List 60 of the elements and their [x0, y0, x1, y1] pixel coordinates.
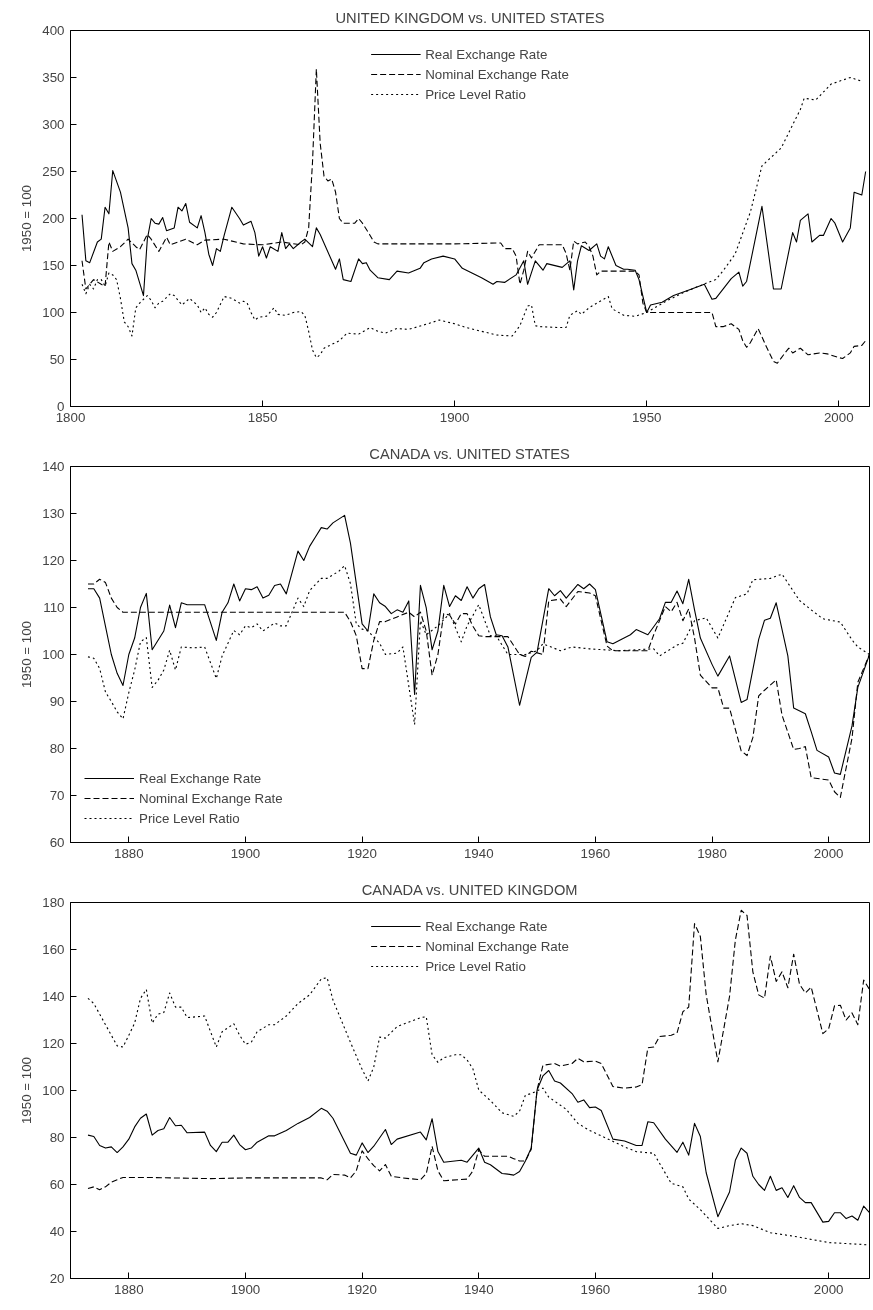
x-tick-label: 1980	[697, 845, 727, 861]
y-tick-label: 400	[42, 23, 65, 38]
y-tick-label: 20	[49, 1271, 65, 1286]
x-tick-label: 1880	[114, 1281, 144, 1297]
y-tick-label: 100	[42, 305, 65, 320]
legend-label: Price Level Ratio	[425, 86, 526, 102]
legend-label: Nominal Exchange Rate	[425, 938, 569, 954]
y-tick-label: 100	[42, 647, 65, 662]
chart-title: UNITED KINGDOM vs. UNITED STATES	[335, 9, 605, 26]
y-tick-label: 120	[42, 1036, 65, 1051]
y-tick-label: 160	[42, 942, 65, 957]
x-tick-label: 1940	[463, 845, 494, 861]
y-axis-title: 1950 = 100	[19, 620, 35, 689]
legend-label: Real Exchange Rate	[425, 918, 548, 934]
y-tick-label: 60	[49, 835, 65, 850]
y-tick-label: 70	[49, 788, 65, 803]
y-tick-label: 80	[49, 1130, 65, 1145]
legend-label: Nominal Exchange Rate	[139, 790, 283, 806]
legend-label: Nominal Exchange Rate	[425, 66, 569, 82]
y-axis-title: 1950 = 100	[19, 184, 35, 253]
legend-label: Real Exchange Rate	[425, 46, 548, 62]
y-tick-label: 300	[42, 117, 65, 132]
x-tick-label: 1960	[580, 1281, 611, 1297]
x-tick-label: 1900	[439, 409, 470, 425]
x-tick-label: 1880	[114, 845, 144, 861]
y-tick-label: 60	[49, 1177, 65, 1192]
y-tick-label: 140	[42, 989, 65, 1004]
x-tick-label: 1900	[230, 1281, 261, 1297]
chart-title: CANADA vs. UNITED KINGDOM	[361, 881, 578, 898]
y-tick-label: 250	[42, 164, 65, 179]
x-tick-label: 1900	[230, 845, 261, 861]
x-tick-label: 1920	[347, 1281, 377, 1297]
y-tick-label: 110	[43, 600, 65, 615]
y-tick-label: 50	[49, 352, 65, 367]
y-tick-label: 350	[42, 70, 65, 85]
y-tick-label: 130	[42, 506, 65, 521]
y-tick-label: 150	[42, 258, 65, 273]
y-tick-label: 200	[42, 211, 65, 226]
x-tick-label: 1950	[631, 409, 662, 425]
x-tick-label: 2000	[823, 409, 854, 425]
legend-label: Price Level Ratio	[139, 810, 240, 826]
chart-title: CANADA vs. UNITED STATES	[369, 445, 571, 462]
legend-label: Price Level Ratio	[425, 958, 526, 974]
legend-label: Real Exchange Rate	[139, 770, 262, 786]
y-tick-label: 100	[42, 1083, 65, 1098]
y-tick-label: 80	[49, 741, 65, 756]
y-tick-label: 120	[42, 553, 65, 568]
y-axis-title: 1950 = 100	[19, 1056, 35, 1125]
x-tick-label: 1850	[247, 409, 278, 425]
x-tick-label: 2000	[813, 845, 844, 861]
x-tick-label: 1940	[463, 1281, 494, 1297]
x-tick-label: 1920	[347, 845, 377, 861]
x-tick-label: 2000	[813, 1281, 844, 1297]
x-tick-label: 1980	[697, 1281, 727, 1297]
y-tick-label: 140	[42, 459, 65, 474]
y-tick-label: 40	[49, 1224, 65, 1239]
x-tick-label: 1960	[580, 845, 611, 861]
y-tick-label: 180	[42, 895, 65, 910]
y-tick-label: 0	[57, 399, 65, 414]
y-tick-label: 90	[49, 694, 65, 709]
